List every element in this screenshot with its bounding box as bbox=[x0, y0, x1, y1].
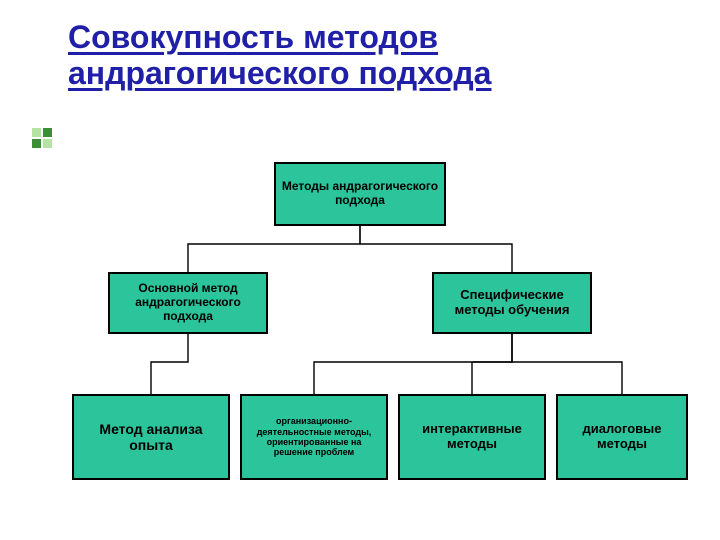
bullet-sq bbox=[43, 139, 52, 148]
connector bbox=[472, 334, 512, 394]
connector bbox=[360, 226, 512, 272]
node-leaf2: организационно-деятельностные методы, ор… bbox=[240, 394, 388, 480]
slide-title: Совокупность методов андрагогического по… bbox=[68, 20, 668, 92]
node-leaf1: Метод анализа опыта bbox=[72, 394, 230, 480]
node-left1: Основной метод андрагогического подхода bbox=[108, 272, 268, 334]
bullet-sq bbox=[32, 128, 41, 137]
bullet-sq bbox=[43, 128, 52, 137]
title-bullet bbox=[32, 128, 56, 152]
node-leaf3: интерактивные методы bbox=[398, 394, 546, 480]
connector bbox=[512, 334, 622, 394]
node-leaf4: диалоговые методы bbox=[556, 394, 688, 480]
connector bbox=[314, 334, 512, 394]
slide: Совокупность методов андрагогического по… bbox=[0, 0, 720, 540]
node-root: Методы андрагогического подхода bbox=[274, 162, 446, 226]
node-right1: Специфические методы обучения bbox=[432, 272, 592, 334]
connector bbox=[188, 226, 360, 272]
bullet-sq bbox=[32, 139, 41, 148]
connector bbox=[151, 334, 188, 394]
